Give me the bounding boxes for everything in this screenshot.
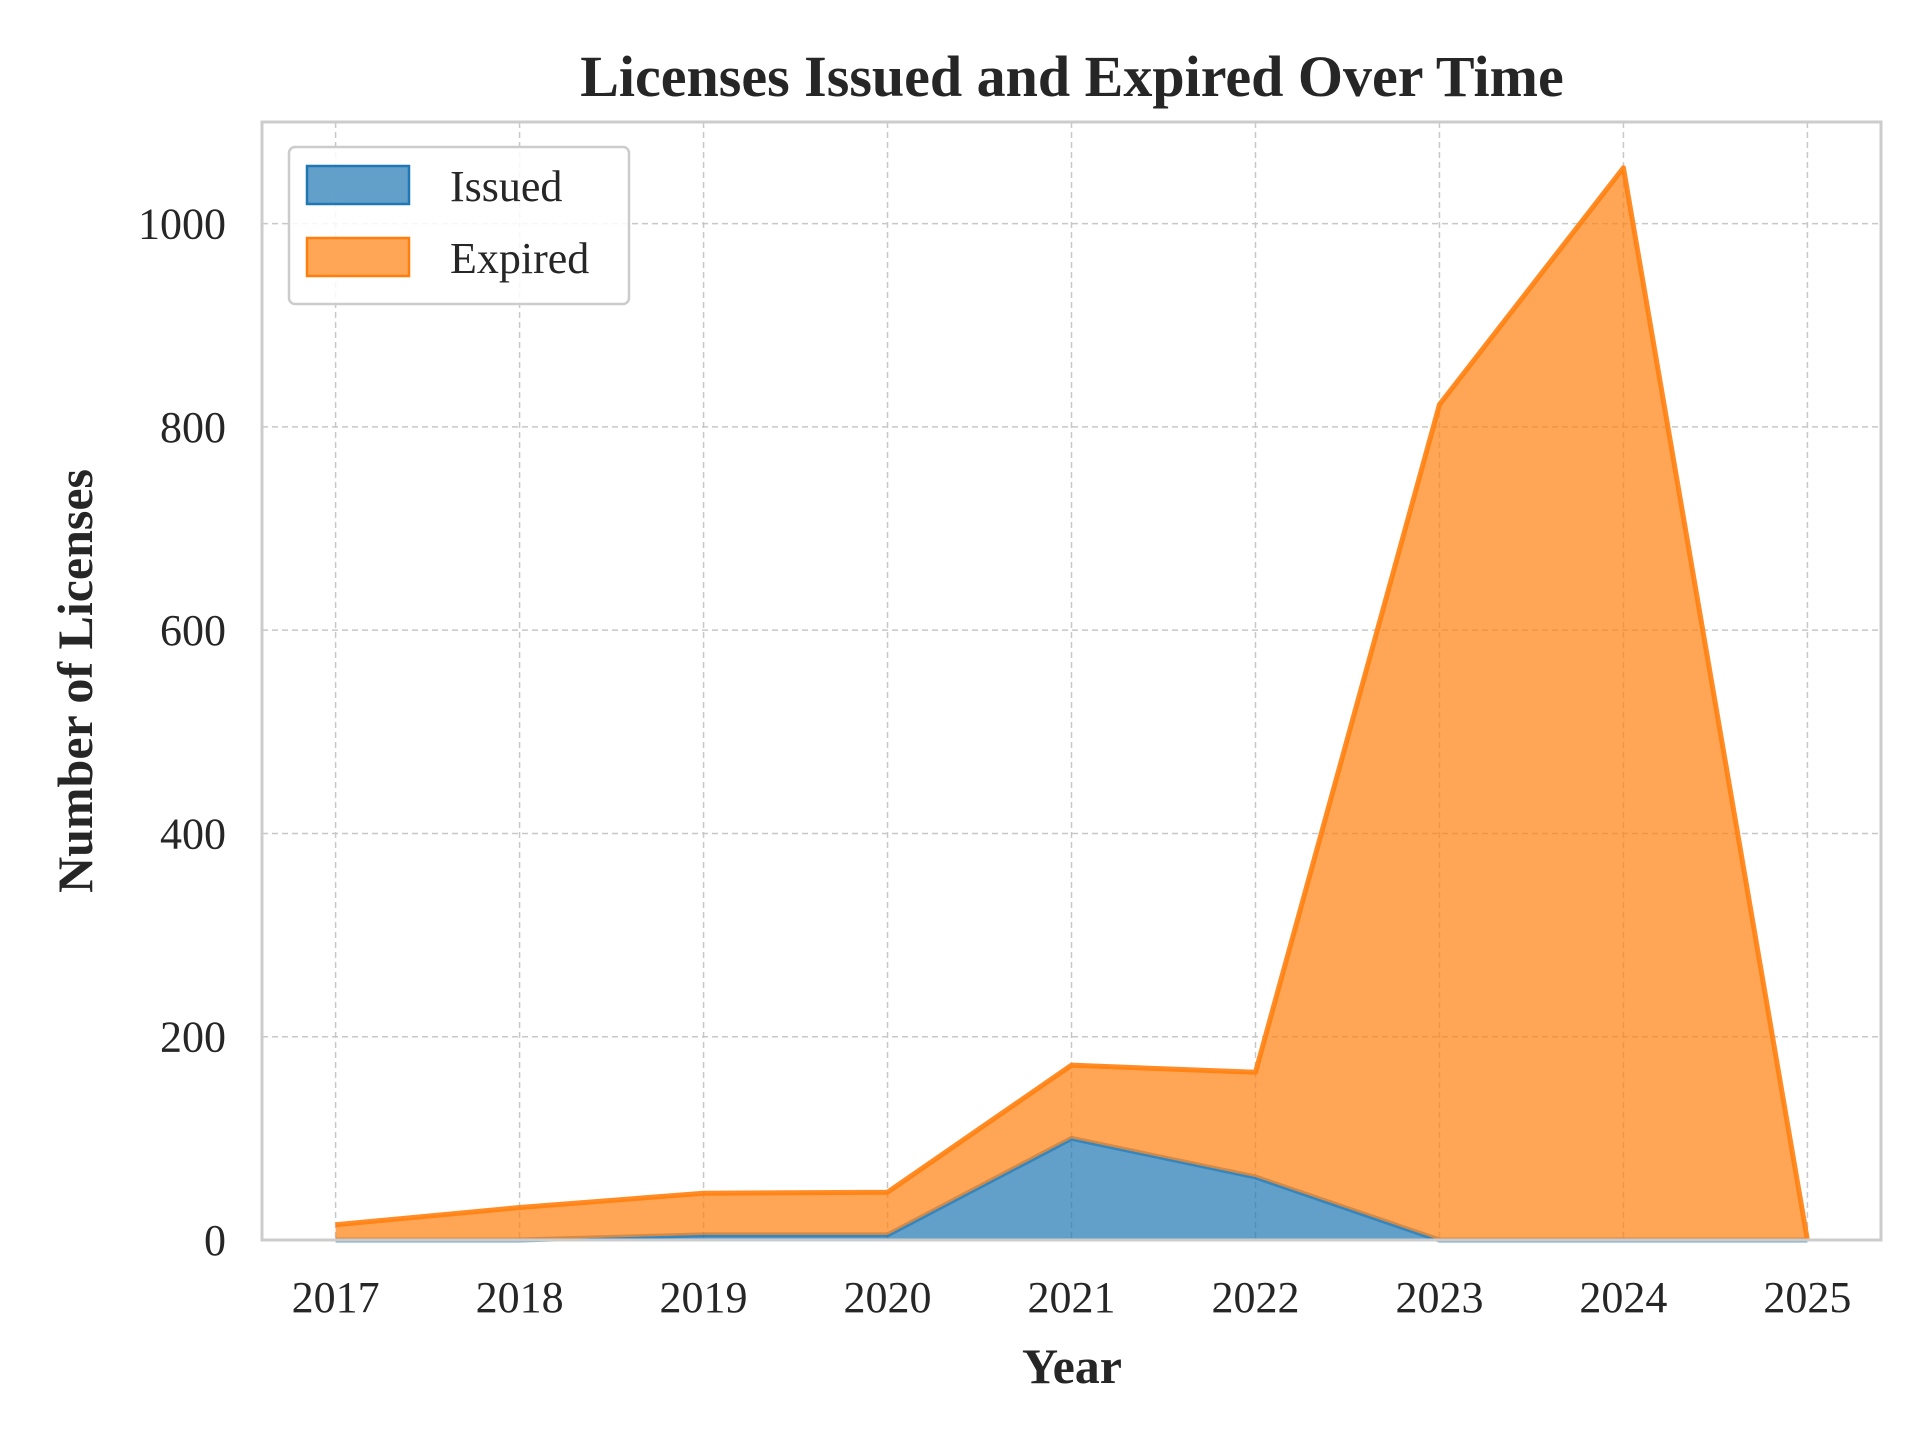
plot-frame <box>260 120 1883 1242</box>
x-axis-label: Year <box>1022 1338 1122 1394</box>
x-tick-label-2017: 2017 <box>292 1273 380 1322</box>
x-tick-label-2024: 2024 <box>1579 1273 1667 1322</box>
legend-swatch-issued <box>305 164 411 206</box>
legend-swatch-expired <box>305 236 411 278</box>
x-axis-ticks: 2017 2018 2019 2020 2021 2022 2023 2024 2025 <box>292 1273 1852 1322</box>
legend-label-issued: Issued <box>450 162 562 211</box>
y-tick-label-1000: 1000 <box>138 200 226 249</box>
y-tick-label-200: 200 <box>160 1013 226 1062</box>
y-tick-label-400: 400 <box>160 809 226 858</box>
line-expired <box>335 165 1810 1241</box>
area-issued <box>335 1138 1808 1240</box>
x-tick-label-2025: 2025 <box>1763 1273 1851 1322</box>
chart-title: Licenses Issued and Expired Over Time <box>580 44 1563 109</box>
y-tick-label-600: 600 <box>160 606 226 655</box>
y-axis-label: Number of Licenses <box>47 469 103 893</box>
x-tick-label-2021: 2021 <box>1028 1273 1116 1322</box>
x-tick-label-2018: 2018 <box>476 1273 564 1322</box>
legend: Issued Expired <box>287 145 631 306</box>
y-tick-label-0: 0 <box>204 1216 226 1265</box>
x-tick-label-2023: 2023 <box>1395 1273 1483 1322</box>
y-axis-ticks: 0 200 400 600 800 1000 <box>138 200 226 1265</box>
x-tick-label-2020: 2020 <box>844 1273 932 1322</box>
x-tick-label-2022: 2022 <box>1211 1273 1299 1322</box>
x-tick-label-2019: 2019 <box>660 1273 748 1322</box>
area-expired <box>335 167 1808 1241</box>
y-tick-label-800: 800 <box>160 403 226 452</box>
legend-label-expired: Expired <box>450 234 589 283</box>
